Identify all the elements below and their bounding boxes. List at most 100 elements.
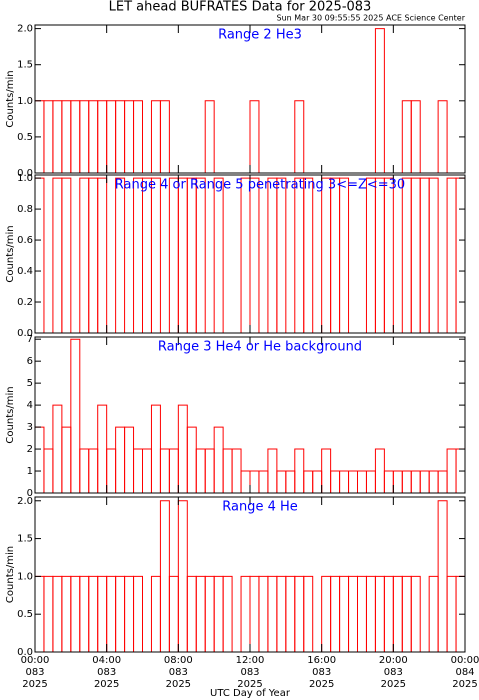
- x-tick-label: 08:00: [164, 655, 193, 666]
- step-bar: [70, 100, 81, 173]
- step-bar: [186, 177, 197, 333]
- step-bar: [34, 177, 45, 333]
- step-bar: [392, 575, 403, 652]
- step-bar: [186, 575, 197, 652]
- step-bar: [374, 28, 385, 173]
- step-bar: [410, 100, 421, 173]
- step-bar: [294, 177, 305, 333]
- step-bar: [88, 575, 99, 652]
- step-bar: [213, 426, 224, 493]
- step-bar: [294, 100, 305, 173]
- step-bar: [401, 177, 412, 333]
- step-bar: [195, 448, 206, 493]
- x-tick-label: 2025: [381, 679, 406, 690]
- step-bar: [294, 448, 305, 493]
- x-tick-label: 083: [25, 667, 44, 678]
- step-bar: [303, 177, 314, 333]
- step-bar: [374, 448, 385, 493]
- step-bar: [133, 448, 143, 493]
- step-bar: [168, 177, 179, 333]
- y-tick-label: 1.0: [17, 571, 33, 582]
- x-tick-label: 00:00: [21, 655, 50, 666]
- step-bar: [267, 177, 278, 333]
- step-bar: [276, 177, 287, 333]
- step-bar: [61, 575, 72, 652]
- step-bar: [330, 470, 341, 493]
- y-tick-label: 0: [27, 488, 33, 499]
- step-bar: [401, 470, 412, 493]
- step-bar: [133, 100, 143, 173]
- step-bar: [339, 177, 350, 333]
- step-bar: [106, 575, 117, 652]
- step-bar: [150, 404, 161, 493]
- step-bar: [52, 100, 63, 173]
- y-tick-label: 1.0: [17, 173, 33, 184]
- step-bar: [339, 575, 350, 652]
- step-bar: [88, 448, 99, 493]
- chart-title: LET ahead BUFRATES Data for 2025-083: [109, 0, 372, 15]
- step-bar: [177, 404, 188, 493]
- x-tick-label: 083: [240, 667, 259, 678]
- y-tick-label: 0.0: [17, 328, 33, 339]
- step-bar: [61, 100, 72, 173]
- y-axis-label: Counts/min: [5, 546, 16, 603]
- step-bar: [276, 575, 287, 652]
- step-bar: [410, 575, 421, 652]
- step-bar: [115, 575, 126, 652]
- step-bar: [401, 100, 412, 173]
- step-bar: [419, 470, 430, 493]
- step-bar: [437, 100, 448, 173]
- step-bar: [303, 575, 314, 652]
- step-bar: [330, 575, 341, 652]
- y-tick-label: 2.0: [17, 24, 33, 35]
- step-bar: [383, 575, 394, 652]
- y-tick-label: 0.6: [17, 235, 33, 246]
- panel-title: Range 4 or Range 5 penetrating 3<=Z<=30: [115, 178, 405, 193]
- step-bar: [446, 448, 457, 493]
- step-bar: [321, 177, 332, 333]
- x-tick-label: 2025: [237, 679, 262, 690]
- x-tick-label: 20:00: [379, 655, 408, 666]
- step-bar: [150, 575, 161, 652]
- step-bar: [142, 177, 152, 333]
- step-bar: [276, 470, 287, 493]
- step-bar: [249, 575, 260, 652]
- step-bar: [437, 470, 448, 493]
- x-tick-label: 2025: [166, 679, 191, 690]
- step-bar: [97, 575, 108, 652]
- panel-title: Range 4 He: [222, 500, 298, 515]
- x-tick-label: 16:00: [307, 655, 336, 666]
- step-bar: [267, 575, 278, 652]
- step-bar: [133, 575, 143, 652]
- y-tick-label: 0.8: [17, 204, 33, 215]
- y-tick-label: 0.2: [17, 297, 33, 308]
- x-tick-label: 083: [384, 667, 403, 678]
- step-bar: [106, 448, 117, 493]
- step-bar: [285, 575, 296, 652]
- step-bar: [240, 177, 251, 333]
- step-bar: [321, 448, 332, 493]
- step-bar: [34, 426, 45, 493]
- step-bar: [410, 177, 421, 333]
- step-bar: [240, 470, 251, 493]
- step-bar: [249, 177, 260, 333]
- step-bar: [79, 575, 90, 652]
- panel-title: Range 2 He3: [218, 28, 302, 43]
- step-bar: [455, 177, 466, 333]
- x-tick-label: 00:00: [451, 655, 479, 666]
- step-bar: [348, 470, 358, 493]
- step-bar: [410, 470, 421, 493]
- step-bar: [213, 177, 224, 333]
- step-bar: [222, 575, 233, 652]
- y-tick-label: 1: [27, 466, 33, 477]
- step-bar: [43, 575, 54, 652]
- step-bar: [52, 177, 63, 333]
- step-bar: [79, 177, 90, 333]
- x-tick-label: 083: [169, 667, 188, 678]
- y-tick-label: 0.0: [17, 647, 33, 658]
- step-bar: [115, 177, 126, 333]
- step-bar: [124, 100, 135, 173]
- step-bar: [142, 448, 152, 493]
- step-bar: [115, 426, 126, 493]
